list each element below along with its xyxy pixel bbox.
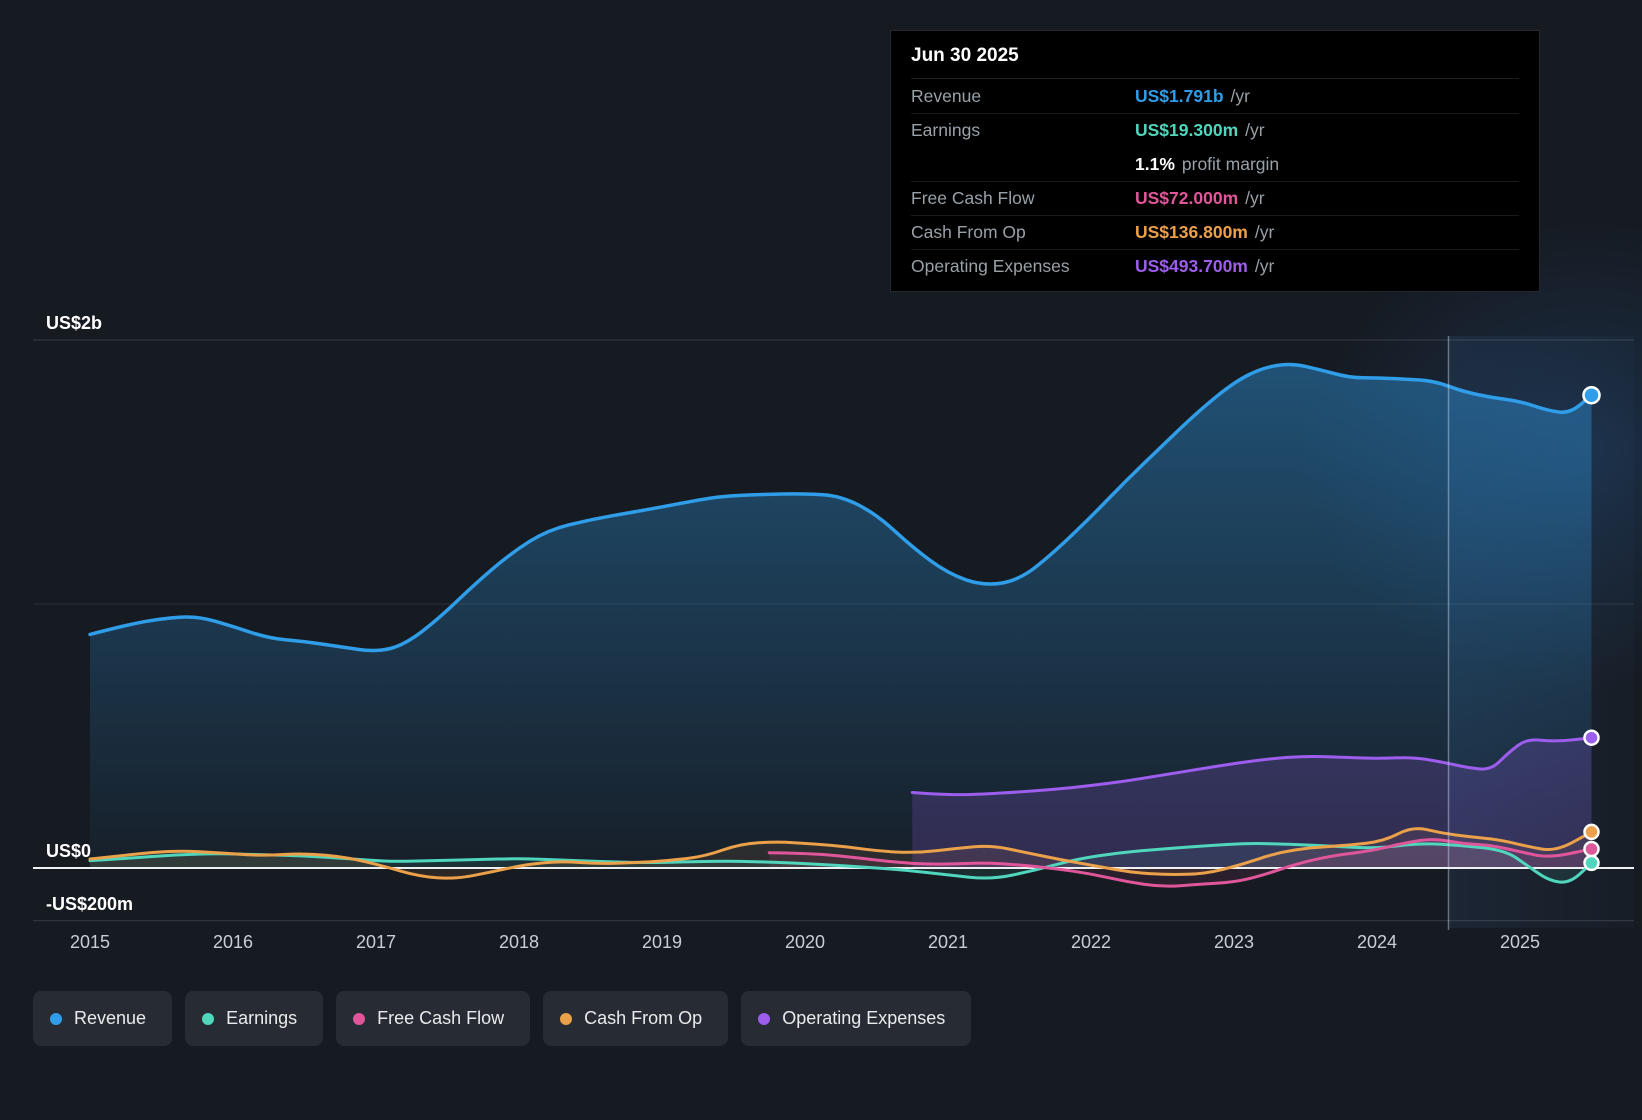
legend-label: Earnings bbox=[226, 1008, 297, 1029]
x-axis-label: 2025 bbox=[1500, 932, 1540, 952]
legend-item-revenue[interactable]: Revenue bbox=[33, 991, 172, 1046]
x-axis-label: 2020 bbox=[785, 932, 825, 952]
tooltip-label: Revenue bbox=[911, 86, 1135, 107]
tooltip-label: Free Cash Flow bbox=[911, 188, 1135, 209]
x-axis-label: 2015 bbox=[70, 932, 110, 952]
tooltip-value: US$136.800m/yr bbox=[1135, 222, 1274, 243]
cash-from-op-endpoint[interactable] bbox=[1585, 825, 1599, 839]
tooltip-row-cash-from-op: Cash From Op US$136.800m/yr bbox=[911, 215, 1519, 249]
legend-item-earnings[interactable]: Earnings bbox=[185, 991, 323, 1046]
tooltip-value: US$72.000m/yr bbox=[1135, 188, 1265, 209]
x-axis-label: 2016 bbox=[213, 932, 253, 952]
tooltip-row-earnings: Earnings US$19.300m/yr bbox=[911, 113, 1519, 147]
legend-item-free-cash-flow[interactable]: Free Cash Flow bbox=[336, 991, 530, 1046]
operating-expenses-legend-dot-icon bbox=[758, 1013, 770, 1025]
free-cash-flow-legend-dot-icon bbox=[353, 1013, 365, 1025]
legend: Revenue Earnings Free Cash Flow Cash Fro… bbox=[33, 991, 971, 1046]
legend-label: Revenue bbox=[74, 1008, 146, 1029]
tooltip-date: Jun 30 2025 bbox=[911, 45, 1519, 79]
tooltip-label: Earnings bbox=[911, 120, 1135, 141]
tooltip-row-operating-expenses: Operating Expenses US$493.700m/yr bbox=[911, 249, 1519, 283]
x-axis-label: 2024 bbox=[1357, 932, 1397, 952]
legend-label: Operating Expenses bbox=[782, 1008, 945, 1029]
tooltip-value: 1.1%profit margin bbox=[1135, 154, 1279, 175]
legend-item-cash-from-op[interactable]: Cash From Op bbox=[543, 991, 728, 1046]
x-axis-label: 2022 bbox=[1071, 932, 1111, 952]
tooltip-label: Cash From Op bbox=[911, 222, 1135, 243]
tooltip-row-revenue: Revenue US$1.791b/yr bbox=[911, 79, 1519, 113]
x-axis-label: 2021 bbox=[928, 932, 968, 952]
earnings-endpoint[interactable] bbox=[1585, 856, 1599, 870]
tooltip-row-profit-margin: 1.1%profit margin bbox=[911, 147, 1519, 181]
y-axis-label: US$2b bbox=[46, 313, 102, 333]
legend-label: Free Cash Flow bbox=[377, 1008, 504, 1029]
financial-chart-app: Jun 30 2025 Revenue US$1.791b/yr Earning… bbox=[0, 0, 1642, 1120]
operating-expenses-endpoint[interactable] bbox=[1585, 731, 1599, 745]
legend-label: Cash From Op bbox=[584, 1008, 702, 1029]
cash-from-op-legend-dot-icon bbox=[560, 1013, 572, 1025]
y-axis-label: -US$200m bbox=[46, 894, 133, 914]
free-cash-flow-endpoint[interactable] bbox=[1585, 842, 1599, 856]
earnings-legend-dot-icon bbox=[202, 1013, 214, 1025]
revenue-legend-dot-icon bbox=[50, 1013, 62, 1025]
tooltip-value: US$19.300m/yr bbox=[1135, 120, 1265, 141]
tooltip-row-free-cash-flow: Free Cash Flow US$72.000m/yr bbox=[911, 181, 1519, 215]
x-axis-label: 2018 bbox=[499, 932, 539, 952]
tooltip-label: Operating Expenses bbox=[911, 256, 1135, 277]
revenue-endpoint[interactable] bbox=[1584, 387, 1600, 403]
tooltip-value: US$1.791b/yr bbox=[1135, 86, 1250, 107]
y-axis-label: US$0 bbox=[46, 841, 91, 861]
tooltip-value: US$493.700m/yr bbox=[1135, 256, 1274, 277]
x-axis-label: 2019 bbox=[642, 932, 682, 952]
x-axis-label: 2017 bbox=[356, 932, 396, 952]
x-axis-label: 2023 bbox=[1214, 932, 1254, 952]
legend-item-operating-expenses[interactable]: Operating Expenses bbox=[741, 991, 971, 1046]
data-tooltip: Jun 30 2025 Revenue US$1.791b/yr Earning… bbox=[890, 30, 1540, 292]
